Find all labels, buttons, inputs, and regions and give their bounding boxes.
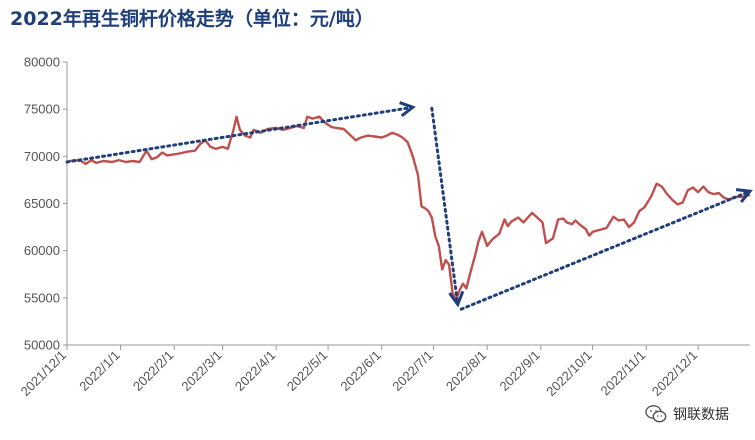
y-tick-label: 55000 xyxy=(24,290,60,305)
trend-arrow-line xyxy=(430,106,460,306)
x-tick-label: 2022/3/1 xyxy=(178,348,224,394)
chart-title: 2022年再生铜杆价格走势（单位：元/吨） xyxy=(10,8,374,30)
trend-arrow-head xyxy=(735,188,753,204)
trend-arrow-head xyxy=(399,101,416,118)
watermark: 钢联数据 xyxy=(645,404,729,424)
x-tick-label: 2021/12/1 xyxy=(18,348,70,400)
x-tick-label: 2022/5/1 xyxy=(284,348,330,394)
x-tick-label: 2022/12/1 xyxy=(649,348,701,400)
x-tick-label: 2022/10/1 xyxy=(543,348,595,400)
y-tick-label: 80000 xyxy=(24,55,60,70)
wechat-icon xyxy=(645,405,667,423)
trend-arrow-line xyxy=(459,189,752,311)
x-tick-label: 2022/6/1 xyxy=(337,348,383,394)
watermark-text: 钢联数据 xyxy=(673,407,729,423)
x-tick-label: 2022/1/1 xyxy=(76,348,122,394)
trend-arrow-head xyxy=(448,290,465,308)
y-tick-label: 65000 xyxy=(24,196,60,211)
x-tick-label: 2022/9/1 xyxy=(497,348,543,394)
trend-arrow-line xyxy=(65,105,415,164)
y-tick-label: 50000 xyxy=(24,338,60,353)
price-series-line xyxy=(66,115,751,301)
x-tick-label: 2022/7/1 xyxy=(389,348,435,394)
x-tick-label: 2022/11/1 xyxy=(598,348,649,399)
x-tick-label: 2022/4/1 xyxy=(232,348,278,394)
x-tick-label: 2022/8/1 xyxy=(443,348,489,394)
y-tick-label: 70000 xyxy=(24,149,60,164)
y-tick-label: 75000 xyxy=(24,102,60,117)
y-tick-label: 60000 xyxy=(24,243,60,258)
x-tick-label: 2022/2/1 xyxy=(130,348,176,394)
